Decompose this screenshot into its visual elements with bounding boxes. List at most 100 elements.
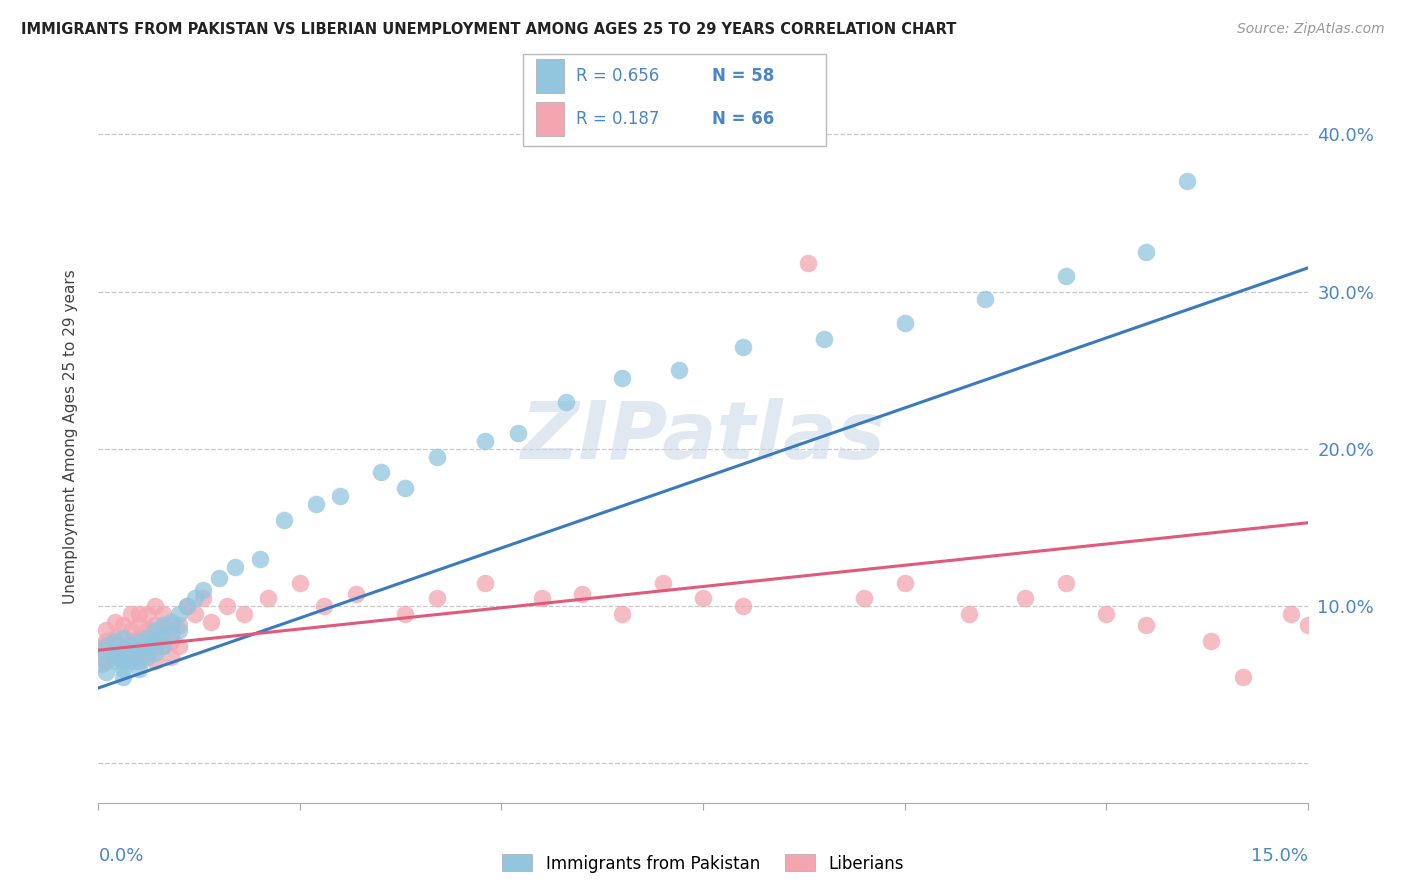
Point [111,654,134,668]
Point [111,631,134,645]
Point [733,599,755,614]
Point [135,649,157,664]
Point [530,591,553,606]
Point [1232,670,1254,684]
Point [160,627,183,641]
Point [193,583,215,598]
Point [96,633,118,648]
Point [103,649,125,664]
Point [143,633,166,648]
Point [893,575,915,590]
Point [160,633,183,648]
Point [1054,268,1077,283]
Point [152,623,174,637]
Point [96,665,118,680]
Point [370,466,392,480]
Point [128,631,150,645]
Point [135,633,157,648]
Point [167,623,190,637]
Point [96,654,118,668]
Point [200,615,222,629]
Point [120,646,142,660]
Point [176,599,198,614]
Point [111,639,134,653]
Point [853,591,876,606]
Point [1135,245,1157,260]
Point [1014,591,1036,606]
Point [96,639,118,653]
Point [120,649,142,664]
Point [612,607,634,621]
Point [1296,618,1319,632]
Point [128,618,150,632]
Text: R = 0.187: R = 0.187 [576,110,659,128]
Point [111,643,134,657]
Point [152,639,174,653]
Point [152,607,174,621]
Point [893,316,915,330]
Point [1175,174,1198,188]
Point [314,599,336,614]
Text: 15.0%: 15.0% [1250,847,1308,864]
Point [143,618,166,632]
Point [103,654,125,668]
Point [111,654,134,668]
Point [160,615,183,629]
Text: N = 58: N = 58 [711,67,775,85]
Point [224,559,246,574]
Point [128,643,150,657]
Point [305,497,328,511]
FancyBboxPatch shape [536,59,564,93]
Point [152,631,174,645]
Point [288,575,311,590]
Point [256,591,278,606]
Point [160,649,183,664]
Point [474,575,496,590]
Point [103,615,125,629]
Point [143,623,166,637]
Point [329,489,352,503]
Point [120,639,142,653]
Point [813,332,835,346]
Point [571,586,593,600]
Point [120,623,142,637]
Point [217,599,239,614]
Point [232,607,254,621]
Text: ZIPatlas: ZIPatlas [520,398,886,476]
Point [143,654,166,668]
Point [111,662,134,676]
Point [90,649,112,664]
Point [474,434,496,448]
Point [135,623,157,637]
Text: R = 0.656: R = 0.656 [576,67,659,85]
Point [1095,607,1118,621]
Text: N = 66: N = 66 [711,110,775,128]
Point [103,646,125,660]
Point [91,657,114,672]
Point [957,607,980,621]
Point [394,481,416,495]
Point [96,623,118,637]
Point [103,646,125,660]
Point [128,607,150,621]
Point [668,363,690,377]
Point [120,633,142,648]
Point [120,646,142,660]
Point [160,618,183,632]
Point [1135,618,1157,632]
Point [167,639,190,653]
Point [176,599,198,614]
Point [167,618,190,632]
Point [143,646,166,660]
Point [120,607,142,621]
Point [974,293,997,307]
Text: Source: ZipAtlas.com: Source: ZipAtlas.com [1237,22,1385,37]
Point [184,591,207,606]
Point [651,575,673,590]
Point [733,340,755,354]
Point [193,591,215,606]
Point [143,599,166,614]
Point [1281,607,1303,621]
Y-axis label: Unemployment Among Ages 25 to 29 years: Unemployment Among Ages 25 to 29 years [63,269,77,605]
Point [152,639,174,653]
